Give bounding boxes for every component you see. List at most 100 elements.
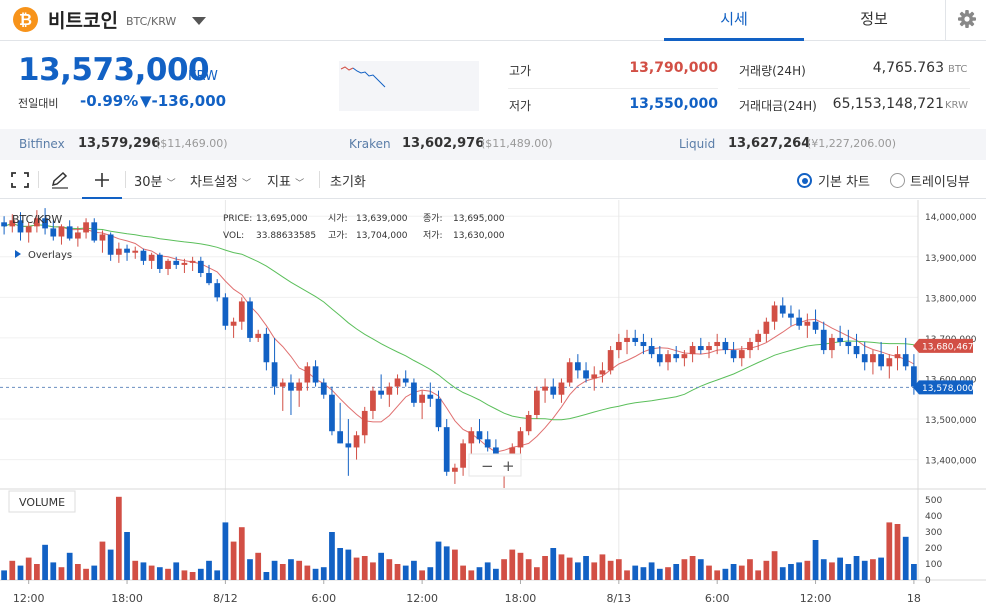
basic-chart-radio[interactable]	[797, 173, 812, 188]
info-close-label: 종가:	[423, 213, 443, 224]
volume-bar	[279, 564, 286, 580]
mini-chart-line-red	[340, 66, 354, 71]
volume-bar	[66, 552, 73, 580]
candle-body	[804, 321, 811, 326]
candle-body	[689, 346, 696, 355]
interval-select[interactable]: 30분 ﹀	[134, 171, 176, 190]
candle-body	[452, 467, 458, 472]
candle-body	[197, 260, 204, 274]
volume-bar	[288, 559, 294, 580]
last-price-badge: 13,578,000	[913, 380, 974, 395]
tab-info[interactable]: 정보	[860, 10, 888, 28]
volume-bar	[74, 564, 81, 580]
chart-symbol: BTC/KRW	[12, 213, 62, 226]
candle-body	[435, 398, 442, 428]
candle-body	[263, 333, 270, 363]
candle-body	[894, 354, 901, 359]
settings-button[interactable]	[945, 0, 986, 41]
indicators-menu[interactable]: 지표 ﹀	[267, 171, 304, 190]
volume-bar	[427, 567, 434, 580]
candle-body	[58, 226, 65, 237]
price-chart[interactable]: 14,000,00013,900,00013,800,00013,700,000…	[0, 200, 986, 608]
toolbar-separator	[38, 171, 39, 188]
volume-bar	[681, 559, 688, 580]
volume-bar	[886, 522, 893, 580]
candle-body	[738, 350, 745, 359]
candle-body	[583, 370, 589, 379]
volume-bar	[25, 557, 32, 580]
volume-bar	[755, 570, 762, 580]
basic-chart-label[interactable]: 기본 차트	[818, 175, 870, 190]
volume-bar	[517, 552, 524, 580]
change-amount: ▼-136,000	[140, 92, 227, 110]
volume-bar	[624, 570, 630, 580]
volume-label: 거래량(24H)	[739, 64, 806, 78]
candle-body	[115, 248, 122, 255]
candle-body	[74, 232, 81, 239]
volume-tick-label: 400	[925, 512, 942, 522]
volume-bar	[509, 549, 516, 580]
volume-bar	[697, 559, 704, 580]
zoom-out-button[interactable]: −	[481, 457, 494, 475]
low-label: 저가	[509, 99, 532, 113]
volume-bar	[599, 554, 606, 580]
crosshair-button[interactable]	[82, 164, 122, 199]
candle-body	[370, 390, 376, 411]
candle-body	[419, 394, 425, 403]
info-low-label: 저가:	[423, 230, 443, 241]
candle-body	[624, 337, 630, 342]
ohlc-info: PRICE: 13,695,000 시가: 13,639,000 종가: 13,…	[223, 213, 505, 241]
candle-body	[173, 260, 180, 265]
volume-bar	[34, 564, 40, 580]
volume-bar	[533, 567, 540, 580]
price-tick-label: 13,800,000	[925, 294, 977, 304]
candle-body	[66, 226, 73, 239]
candle-body	[411, 382, 417, 403]
tab-price[interactable]: 시세	[664, 0, 804, 41]
chart-settings-menu[interactable]: 차트설정 ﹀	[190, 171, 251, 190]
candle-body	[525, 414, 532, 432]
fullscreen-icon[interactable]	[11, 172, 29, 188]
volume-bar	[238, 527, 245, 580]
current-price: 13,573,000	[18, 52, 210, 88]
volume-bar	[730, 564, 737, 580]
candle-body	[829, 337, 835, 351]
pencil-icon[interactable]	[50, 171, 70, 189]
caret-right-icon[interactable]	[15, 250, 21, 258]
tradingview-label[interactable]: 트레이딩뷰	[910, 175, 970, 190]
tradingview-radio[interactable]	[890, 173, 905, 188]
volume-bar	[574, 562, 581, 580]
exchange-usd: ($11,489.00)	[481, 137, 553, 150]
volume-bar	[378, 552, 385, 580]
volume-bar	[689, 556, 696, 580]
candle-body	[837, 337, 844, 342]
coin-name: 비트코인	[48, 10, 118, 32]
volume-bar	[812, 540, 819, 580]
zoom-in-button[interactable]: +	[502, 457, 515, 475]
chart-grid	[0, 200, 986, 581]
volume-bar	[91, 565, 98, 580]
volume-bar	[460, 565, 466, 580]
candle-body	[476, 431, 483, 440]
volume-label: VOLUME	[19, 496, 65, 509]
volume-bar	[845, 564, 852, 580]
volume-bar	[361, 556, 368, 580]
candle-body	[394, 378, 401, 387]
candle-body	[124, 248, 130, 253]
volume-bar	[452, 549, 458, 580]
candle-body	[1, 222, 7, 227]
candle-body	[132, 250, 139, 253]
volume-bar	[484, 562, 491, 580]
volume-bar	[329, 532, 335, 580]
volume-bar	[370, 562, 376, 580]
overlays-toggle[interactable]: Overlays	[28, 250, 72, 261]
reset-button[interactable]: 초기화	[330, 175, 366, 190]
price-tick-label: 13,900,000	[925, 254, 977, 264]
candle-body	[673, 354, 680, 359]
volume-bar	[706, 565, 712, 580]
volume-bar	[493, 568, 499, 580]
ma-price-badge-text: 13,680,467	[922, 342, 974, 352]
candle-body	[42, 218, 48, 229]
chevron-down-icon[interactable]	[192, 17, 206, 25]
volume-value: 4,765.763	[872, 60, 944, 76]
